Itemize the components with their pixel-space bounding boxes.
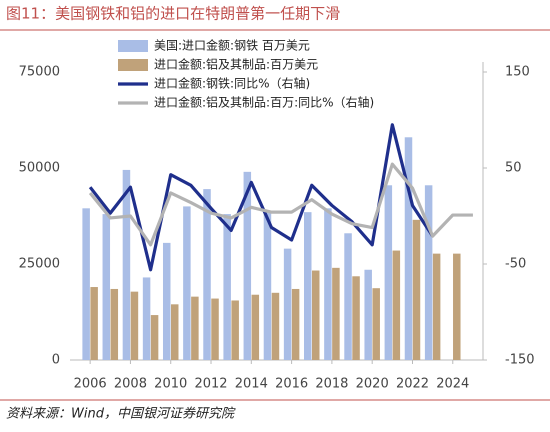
x-tick-label: 2018 bbox=[315, 377, 348, 392]
bar bbox=[102, 214, 111, 360]
bar bbox=[231, 300, 239, 360]
x-tick-label: 2016 bbox=[275, 377, 308, 392]
bar bbox=[324, 208, 332, 360]
x-tick-label: 2008 bbox=[114, 377, 147, 392]
y-tick-label: 0 bbox=[52, 353, 60, 368]
bar bbox=[432, 253, 441, 360]
bar bbox=[183, 206, 191, 360]
bar bbox=[82, 208, 90, 360]
legend-label: 进口金额:铝及其制品:百万美元 bbox=[154, 57, 318, 72]
y2-tick-label: -50 bbox=[505, 257, 526, 272]
y-tick-label: 75000 bbox=[19, 65, 60, 80]
bar bbox=[150, 315, 159, 360]
x-tick-label: 2006 bbox=[74, 377, 107, 392]
line bbox=[88, 162, 473, 247]
bar bbox=[263, 212, 272, 360]
x-tick-label: 2020 bbox=[356, 377, 389, 392]
chart-title: 图11：美国钢铁和铝的进口在特朗普第一任期下滑 bbox=[6, 5, 340, 23]
bar bbox=[90, 287, 98, 360]
bar bbox=[142, 277, 151, 360]
bar bbox=[364, 269, 372, 360]
bar bbox=[283, 248, 292, 360]
bar bbox=[191, 296, 199, 360]
legend-swatch bbox=[118, 59, 148, 71]
legend-label: 进口金额:铝及其制品:百万:同比%（右轴) bbox=[154, 95, 374, 110]
legend-swatch bbox=[118, 40, 148, 52]
x-tick-label: 2012 bbox=[194, 377, 227, 392]
bar bbox=[453, 253, 461, 360]
bar bbox=[412, 219, 421, 360]
bar bbox=[162, 242, 171, 360]
y2-tick-label: 50 bbox=[505, 161, 522, 176]
bar bbox=[203, 189, 211, 360]
source: 资料来源：Wind，中国银河证券研究院 bbox=[6, 406, 236, 422]
legend-label: 进口金额:钢铁:同比%（右轴) bbox=[154, 76, 310, 91]
bar bbox=[291, 288, 300, 360]
bar bbox=[304, 212, 312, 360]
bar bbox=[130, 291, 139, 360]
line bbox=[88, 123, 434, 272]
y2-tick-label: -150 bbox=[505, 353, 535, 368]
legend-label: 美国:进口金额:钢铁 百万美元 bbox=[154, 38, 310, 53]
x-tick-label: 2024 bbox=[436, 377, 469, 392]
bar bbox=[122, 169, 131, 360]
bar bbox=[392, 250, 401, 360]
bar bbox=[110, 288, 119, 360]
y2-tick-label: 150 bbox=[505, 65, 530, 80]
bar bbox=[170, 304, 179, 360]
y-tick-label: 50000 bbox=[19, 161, 60, 176]
bar bbox=[352, 276, 360, 360]
x-tick-label: 2010 bbox=[154, 377, 187, 392]
bar bbox=[424, 185, 433, 360]
bar bbox=[344, 233, 352, 360]
x-tick-label: 2014 bbox=[235, 377, 268, 392]
bar bbox=[223, 214, 231, 360]
bar bbox=[312, 270, 320, 360]
bar bbox=[332, 267, 340, 360]
x-tick-label: 2022 bbox=[396, 377, 429, 392]
bar bbox=[384, 185, 393, 360]
bar bbox=[243, 171, 252, 360]
bar bbox=[404, 137, 413, 360]
y-tick-label: 25000 bbox=[19, 257, 60, 272]
bar bbox=[271, 292, 280, 360]
bar bbox=[211, 298, 219, 360]
bar bbox=[372, 288, 380, 360]
bar bbox=[251, 294, 260, 360]
